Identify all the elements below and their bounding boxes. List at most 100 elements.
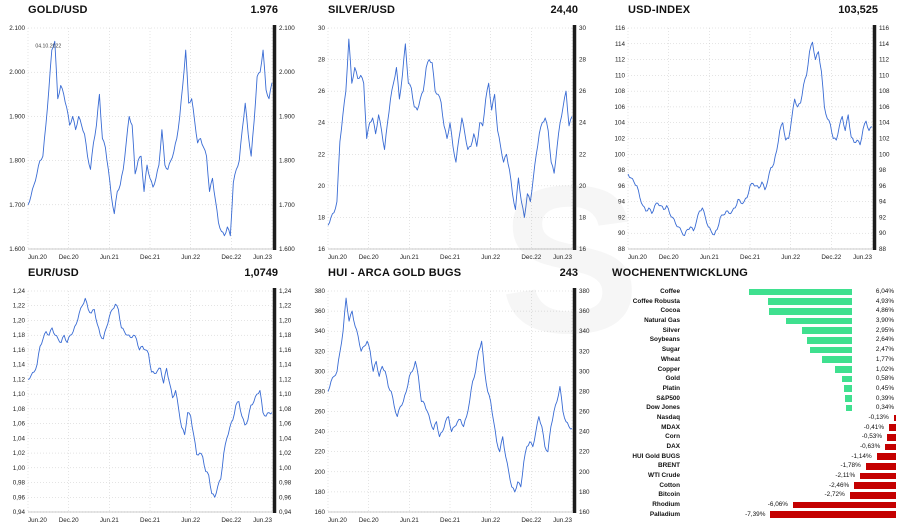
- svg-text:280: 280: [579, 388, 590, 395]
- svg-text:1,02: 1,02: [13, 450, 26, 457]
- performance-row: Coffee Robusta 4,93%: [600, 297, 900, 307]
- svg-text:Jun.21: Jun.21: [400, 254, 419, 261]
- performance-bar: [849, 492, 896, 499]
- svg-text:114: 114: [615, 41, 626, 48]
- svg-text:92: 92: [618, 214, 626, 221]
- svg-text:1,24: 1,24: [279, 288, 292, 295]
- svg-text:1,10: 1,10: [13, 391, 26, 398]
- performance-label: MDAX: [661, 423, 680, 431]
- svg-text:1,08: 1,08: [279, 406, 292, 413]
- performance-row: Dow Jones 0,34%: [600, 403, 900, 413]
- performance-label: Soybeans: [649, 336, 680, 344]
- svg-text:20: 20: [318, 183, 326, 190]
- performance-row: Platin 0,45%: [600, 384, 900, 394]
- svg-text:240: 240: [579, 429, 590, 436]
- performance-value: 0,45%: [875, 384, 894, 392]
- svg-text:Dec.22: Dec.22: [221, 254, 241, 261]
- svg-text:18: 18: [318, 214, 326, 221]
- performance-bar: [876, 453, 896, 460]
- performance-label: WTI Crude: [648, 472, 680, 480]
- svg-text:26: 26: [579, 88, 587, 95]
- performance-bar: [860, 472, 896, 480]
- performance-label: Cotton: [659, 481, 680, 489]
- svg-text:112: 112: [615, 57, 626, 64]
- svg-text:360: 360: [314, 308, 325, 315]
- svg-text:340: 340: [579, 328, 590, 335]
- performance-bar: [893, 414, 896, 422]
- weekly-performance-panel: WOCHENENTWICKLUNG Coffee 6,04% Coffee Robu…: [600, 263, 900, 526]
- svg-text:102: 102: [879, 136, 890, 143]
- performance-row: Silver 2,95%: [600, 326, 900, 336]
- svg-text:Jun.20: Jun.20: [328, 517, 347, 524]
- performance-bar: [887, 433, 896, 441]
- svg-text:1.800: 1.800: [9, 158, 25, 165]
- performance-value: -0,41%: [863, 423, 885, 431]
- svg-text:104: 104: [614, 120, 625, 127]
- svg-text:Dec.20: Dec.20: [359, 254, 379, 261]
- performance-value: 6,04%: [875, 288, 894, 295]
- svg-text:1,12: 1,12: [13, 376, 26, 383]
- performance-value: -0,63%: [860, 443, 881, 450]
- svg-text:Jun.22: Jun.22: [181, 254, 200, 261]
- svg-text:280: 280: [314, 388, 325, 395]
- svg-text:106: 106: [614, 104, 625, 111]
- svg-text:108: 108: [879, 88, 890, 95]
- svg-text:Jun.23: Jun.23: [553, 517, 572, 524]
- chart-header: USD-INDEX 103,525: [600, 0, 900, 22]
- svg-text:Jun.23: Jun.23: [253, 517, 272, 524]
- svg-text:1,22: 1,22: [279, 303, 292, 310]
- performance-row: Soybeans 2,64%: [600, 335, 900, 345]
- svg-text:30: 30: [318, 25, 326, 32]
- performance-label: Corn: [665, 433, 680, 441]
- svg-text:1,04: 1,04: [279, 435, 292, 442]
- svg-text:94: 94: [618, 199, 626, 206]
- performance-bar: [844, 385, 852, 393]
- performance-row: Cocoa 4,86%: [600, 306, 900, 316]
- svg-text:380: 380: [579, 288, 590, 295]
- svg-text:Jun.22: Jun.22: [781, 254, 800, 261]
- svg-text:18: 18: [579, 214, 587, 221]
- svg-text:Dec.22: Dec.22: [821, 254, 841, 261]
- svg-text:380: 380: [314, 288, 325, 295]
- performance-value: 3,90%: [875, 317, 894, 325]
- svg-text:112: 112: [879, 57, 890, 64]
- chart-current-value: 1,0749: [244, 267, 278, 279]
- svg-text:Jun.20: Jun.20: [628, 254, 647, 261]
- svg-text:Dec.20: Dec.20: [59, 254, 79, 261]
- performance-bar: [834, 366, 852, 373]
- svg-text:Dec.22: Dec.22: [521, 254, 541, 261]
- svg-text:Jun.22: Jun.22: [481, 254, 500, 261]
- performance-row: Cotton -2,46%: [600, 481, 900, 491]
- performance-value: 0,58%: [875, 375, 894, 383]
- svg-text:24: 24: [579, 120, 587, 127]
- performance-value: -2,46%: [828, 481, 850, 489]
- svg-text:Jun.20: Jun.20: [328, 254, 347, 261]
- svg-text:Dec.20: Dec.20: [59, 517, 79, 524]
- svg-text:100: 100: [614, 151, 625, 158]
- performance-label: Copper: [657, 365, 680, 373]
- performance-label: Gold: [665, 375, 680, 383]
- performance-label: Dow Jones: [646, 404, 680, 412]
- performance-value: 2,64%: [875, 336, 894, 344]
- performance-row: Copper 1,02%: [600, 365, 900, 375]
- svg-text:90: 90: [879, 230, 887, 237]
- chart-header: EUR/USD 1,0749: [0, 263, 300, 285]
- performance-bar: [865, 462, 896, 470]
- svg-text:1,06: 1,06: [279, 421, 292, 428]
- svg-text:116: 116: [615, 25, 626, 32]
- svg-text:1,06: 1,06: [13, 421, 26, 428]
- chart-panel-hui-gold-bugs: HUI - ARCA GOLD BUGS 243 160 160 180 180 200…: [300, 263, 600, 526]
- performance-bar: [842, 375, 852, 383]
- svg-text:180: 180: [314, 489, 325, 496]
- performance-row: Natural Gas 3,90%: [600, 316, 900, 326]
- weekly-performance-title: WOCHENENTWICKLUNG: [612, 267, 748, 279]
- performance-row: HUI Gold BUGS -1,14%: [600, 452, 900, 462]
- performance-row: Bitcoin -2,72%: [600, 490, 900, 500]
- chart-header: GOLD/USD 1.976: [0, 0, 300, 22]
- svg-text:114: 114: [879, 41, 890, 48]
- svg-text:28: 28: [579, 57, 587, 64]
- svg-text:88: 88: [879, 246, 887, 253]
- chart-title: SILVER/USD: [328, 4, 396, 16]
- svg-text:96: 96: [618, 183, 626, 190]
